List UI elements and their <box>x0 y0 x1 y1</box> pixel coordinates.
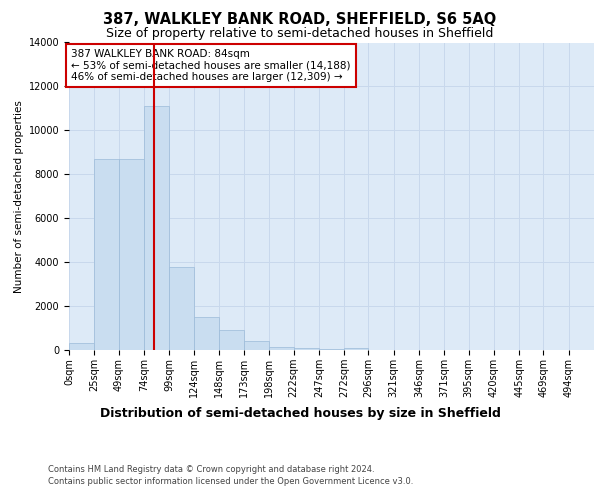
Text: Contains HM Land Registry data © Crown copyright and database right 2024.: Contains HM Land Registry data © Crown c… <box>48 465 374 474</box>
Text: Distribution of semi-detached houses by size in Sheffield: Distribution of semi-detached houses by … <box>100 408 500 420</box>
Text: Size of property relative to semi-detached houses in Sheffield: Size of property relative to semi-detach… <box>106 28 494 40</box>
Bar <box>94 159 119 350</box>
Text: 387 WALKLEY BANK ROAD: 84sqm
← 53% of semi-detached houses are smaller (14,188)
: 387 WALKLEY BANK ROAD: 84sqm ← 53% of se… <box>71 49 350 82</box>
Text: Contains public sector information licensed under the Open Government Licence v3: Contains public sector information licen… <box>48 478 413 486</box>
Text: 387, WALKLEY BANK ROAD, SHEFFIELD, S6 5AQ: 387, WALKLEY BANK ROAD, SHEFFIELD, S6 5A… <box>103 12 497 28</box>
Bar <box>119 159 144 350</box>
Bar <box>293 348 319 350</box>
Bar <box>144 106 169 350</box>
Bar <box>219 330 244 350</box>
Bar <box>269 346 293 350</box>
Y-axis label: Number of semi-detached properties: Number of semi-detached properties <box>14 100 25 292</box>
Bar <box>69 344 94 350</box>
Bar <box>244 341 269 350</box>
Bar <box>194 317 219 350</box>
Bar <box>169 266 194 350</box>
Bar <box>344 348 368 350</box>
